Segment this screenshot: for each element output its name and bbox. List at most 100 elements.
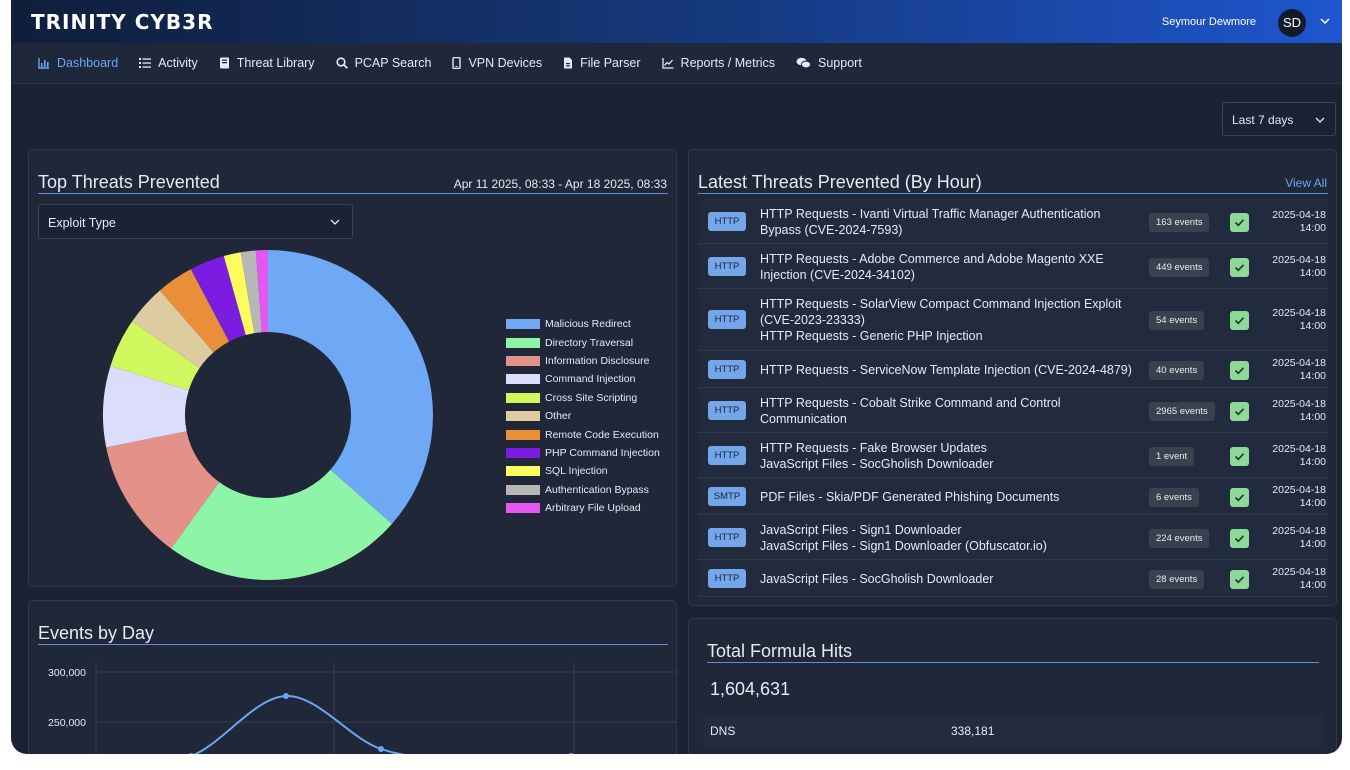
timestamp: 2025-04-18 14:00 [1272, 566, 1326, 592]
donut-slice[interactable] [159, 269, 230, 353]
threat-description[interactable]: JavaScript Files - Sign1 Downloader JavaS… [760, 522, 1140, 554]
threat-description-line: HTTP Requests - Adobe Commerce and Adobe… [760, 251, 1104, 282]
donut-slice[interactable] [132, 290, 214, 368]
data-point[interactable] [188, 753, 194, 754]
event-count-badge: 163 events [1149, 212, 1210, 232]
data-point[interactable] [568, 753, 574, 754]
donut-slice[interactable] [106, 431, 220, 549]
threat-row[interactable]: HTTP HTTP Requests - Fake Browser Updates… [698, 433, 1328, 478]
file-icon [564, 57, 573, 69]
timestamp-date: 2025-04-18 [1272, 397, 1326, 410]
checkmark-icon [1230, 569, 1249, 589]
checkmark-icon [1230, 401, 1249, 421]
nav-support[interactable]: Support [796, 56, 862, 70]
exploit-type-value: Exploit Type [48, 216, 116, 230]
timestamp-time: 14:00 [1299, 369, 1326, 382]
donut-slice[interactable] [255, 250, 268, 333]
timestamp-time: 14:00 [1299, 320, 1326, 332]
data-point[interactable] [283, 693, 289, 699]
donut-slice[interactable] [240, 250, 262, 334]
threat-row[interactable]: HTTP HTTP Requests - ServiceNow Template … [698, 351, 1328, 388]
events-line-chart[interactable]: 300,000 250,000 [29, 601, 678, 754]
title-rule [38, 193, 668, 194]
donut-slice[interactable] [190, 256, 246, 342]
legend-label: SQL Injection [545, 465, 608, 478]
legend-swatch [506, 503, 540, 514]
nav-dashboard[interactable]: Dashboard [38, 56, 118, 70]
event-count-badge: 2965 events [1149, 401, 1215, 421]
legend-swatch [506, 466, 540, 477]
legend-item[interactable]: Information Disclosure [506, 352, 660, 370]
timestamp: 2025-04-18 14:00 [1272, 398, 1326, 424]
threat-row[interactable]: HTTP HTTP Requests - Adobe Commerce and A… [698, 244, 1328, 289]
legend-item[interactable]: PHP Command Injection [506, 444, 660, 462]
threat-row[interactable]: SMTP PDF Files - Skia/PDF Generated Phish… [698, 478, 1328, 515]
nav-vpn-devices[interactable]: VPN Devices [452, 56, 542, 70]
legend-swatch [506, 447, 540, 458]
timestamp-time: 14:00 [1299, 221, 1326, 234]
donut-slice[interactable] [268, 250, 433, 524]
donut-slice[interactable] [223, 252, 255, 336]
nav-activity[interactable]: Activity [139, 56, 198, 70]
list-icon [139, 58, 152, 68]
legend-item[interactable]: Remote Code Execution [506, 425, 660, 443]
threat-row[interactable]: HTTP JavaScript Files - SocGholish Downlo… [698, 560, 1328, 597]
legend-item[interactable]: Directory Traversal [506, 333, 660, 351]
nav-threat-library[interactable]: Threat Library [219, 56, 315, 70]
threat-row[interactable]: HTTP HTTP Requests - Cobalt Strike Comman… [698, 388, 1328, 433]
legend-swatch [506, 319, 540, 330]
threat-donut-chart[interactable] [102, 249, 434, 581]
user-name[interactable]: Seymour Dewmore [1161, 16, 1256, 28]
avatar[interactable]: SD [1278, 9, 1306, 37]
exploit-type-select[interactable]: Exploit Type [38, 204, 353, 239]
legend-swatch [506, 411, 540, 422]
donut-slice[interactable] [110, 321, 200, 391]
chevron-down-icon [330, 219, 340, 225]
title-rule [698, 193, 1328, 194]
legend-swatch [506, 392, 540, 403]
threat-description[interactable]: HTTP Requests - ServiceNow Template Inje… [760, 362, 1140, 378]
data-point[interactable] [378, 746, 384, 752]
legend-label: Command Injection [545, 373, 636, 386]
formula-name: DNS [710, 724, 736, 738]
nav-pcap-search[interactable]: PCAP Search [335, 56, 432, 70]
chevron-down-icon[interactable] [1318, 14, 1332, 28]
nav-file-parser[interactable]: File Parser [563, 56, 641, 70]
table-row[interactable] [703, 746, 1323, 754]
threat-description[interactable]: HTTP Requests - Cobalt Strike Command an… [760, 395, 1140, 427]
legend-item[interactable]: Other [506, 407, 660, 425]
nav-label: PCAP Search [354, 56, 432, 70]
threat-description[interactable]: HTTP Requests - SolarView Compact Comman… [760, 296, 1140, 344]
legend-item[interactable]: Command Injection [506, 370, 660, 388]
threat-description[interactable]: HTTP Requests - Adobe Commerce and Adobe… [760, 251, 1140, 283]
protocol-badge: HTTP [708, 256, 746, 276]
events-series-line[interactable] [96, 694, 666, 754]
threat-description-line: HTTP Requests - SolarView Compact Comman… [760, 297, 1122, 327]
date-range-select[interactable]: Last 7 days [1222, 102, 1336, 136]
y-tick-label: 250,000 [48, 717, 86, 729]
timestamp: 2025-04-18 14:00 [1272, 254, 1326, 280]
formula-total: 1,604,631 [710, 679, 791, 699]
donut-slice[interactable] [171, 469, 392, 580]
legend-item[interactable]: Malicious Redirect [506, 315, 660, 333]
threat-description-line: JavaScript Files - SocGholish Downloader [760, 571, 994, 586]
threat-row[interactable]: HTTP JavaScript Files - Sign1 Downloader J… [698, 515, 1328, 560]
threat-description[interactable]: JavaScript Files - SocGholish Downloader [760, 571, 1140, 587]
timestamp-time: 14:00 [1299, 410, 1326, 423]
legend-item[interactable]: Authentication Bypass [506, 481, 660, 499]
threat-row[interactable]: HTTP HTTP Requests - Ivanti Virtual Traff… [698, 199, 1328, 244]
threat-description[interactable]: HTTP Requests - Ivanti Virtual Traffic M… [760, 206, 1140, 238]
donut-slice[interactable] [103, 365, 189, 448]
threat-description[interactable]: HTTP Requests - Fake Browser Updates Java… [760, 440, 1140, 472]
legend-item[interactable]: SQL Injection [506, 462, 660, 480]
threat-row[interactable]: HTTP HTTP Requests - SolarView Compact Co… [698, 289, 1328, 351]
legend-item[interactable]: Cross Site Scripting [506, 389, 660, 407]
threat-description[interactable]: PDF Files - Skia/PDF Generated Phishing … [760, 489, 1140, 505]
event-count-badge: 40 events [1149, 360, 1205, 380]
table-row[interactable]: DNS 338,181 [703, 716, 1323, 746]
nav-reports-metrics[interactable]: Reports / Metrics [661, 56, 775, 70]
view-all-link[interactable]: View All [1285, 176, 1327, 190]
legend-item[interactable]: Arbitrary File Upload [506, 499, 660, 517]
legend-swatch [506, 355, 540, 366]
brand-logo[interactable]: TRINITY CYB3R [31, 10, 214, 34]
